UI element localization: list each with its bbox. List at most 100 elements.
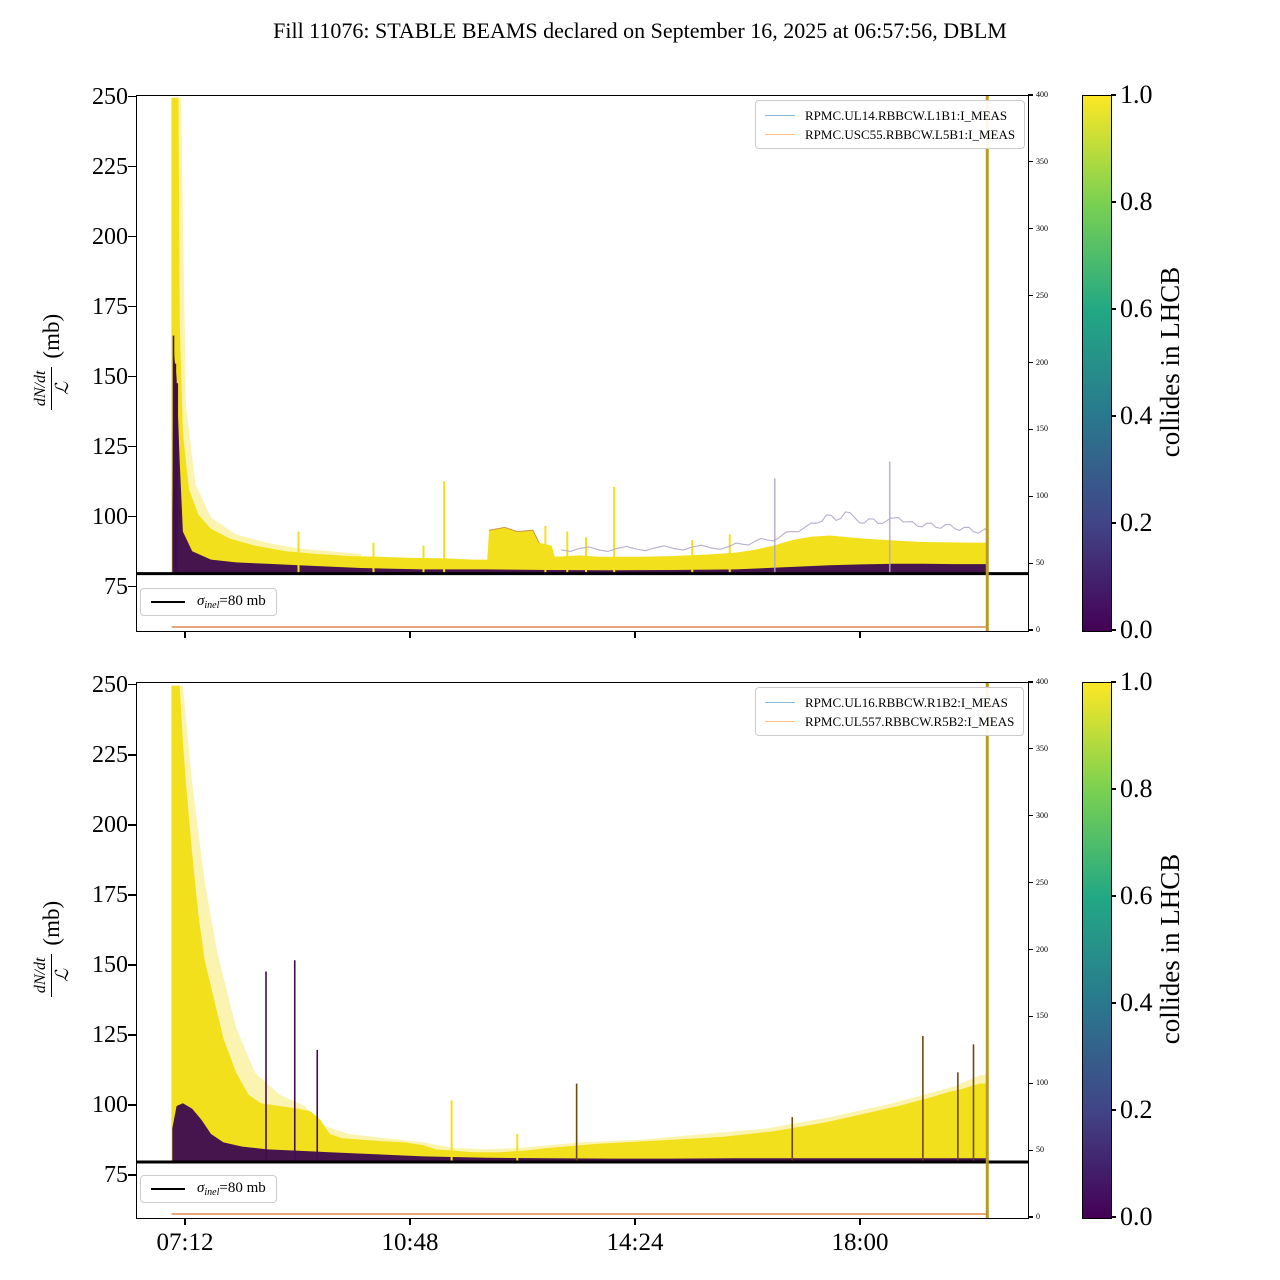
right-tick-label: 50: [1036, 558, 1044, 568]
right-tick-mark: [1028, 562, 1033, 564]
right-tick-label: 200: [1036, 944, 1048, 954]
colorbar-tick-mark: [1111, 629, 1116, 631]
x-tick-mark: [859, 631, 861, 638]
right-tick-label: 250: [1036, 290, 1048, 300]
colorbar-tick-label: 1.0: [1120, 80, 1153, 109]
bottom-sigma-text: σinel=80 mb: [197, 1180, 266, 1198]
colorbar-tick-mark: [1111, 94, 1116, 96]
top-ylabel-numerator: dN/dt: [32, 366, 52, 411]
orange-line-swatch: [765, 721, 795, 722]
colorbar-tick-label: 0.8: [1120, 187, 1153, 216]
right-tick-mark: [1028, 629, 1033, 631]
right-tick-mark: [1028, 882, 1033, 884]
colorbar-tick-mark: [1111, 681, 1116, 683]
y-tick-label: 225: [92, 741, 128, 768]
y-tick-label: 175: [92, 293, 128, 320]
right-tick-label: 0: [1036, 1212, 1040, 1221]
y-tick-label: 150: [92, 363, 128, 390]
y-tick-label: 75: [104, 1161, 128, 1188]
top-sigma-text: σinel=80 mb: [197, 593, 266, 611]
y-tick-label: 250: [92, 671, 128, 698]
y-tick-label: 175: [92, 881, 128, 908]
y-tick-mark: [128, 1104, 136, 1106]
top-colorbar-label-text: collides in LHCB: [1154, 266, 1185, 458]
y-tick-label: 125: [92, 433, 128, 460]
colorbar-tick-label: 0.6: [1120, 294, 1153, 323]
top-plot-area: [136, 95, 1029, 632]
colorbar-tick-mark: [1111, 788, 1116, 790]
colorbar-tick-label: 0.6: [1120, 881, 1153, 910]
blue-line-swatch: [765, 115, 795, 116]
right-tick-label: 250: [1036, 877, 1048, 887]
right-tick-mark: [1028, 361, 1033, 364]
bottom-legend-row-2: RPMC.UL557.RBBCW.R5B2:I_MEAS: [765, 712, 1014, 731]
x-tick-mark: [859, 1218, 861, 1225]
y-tick-mark: [128, 1034, 136, 1036]
colorbar-tick-label: 0.2: [1120, 1095, 1153, 1124]
right-tick-mark: [1028, 94, 1033, 96]
bottom-legend-row-1: RPMC.UL16.RBBCW.R1B2:I_MEAS: [765, 693, 1014, 712]
colorbar-tick-mark: [1111, 308, 1116, 310]
bottom-colorbar-label: collides in LHCB: [1150, 749, 1190, 1149]
right-tick-label: 400: [1036, 90, 1048, 99]
y-tick-label: 150: [92, 951, 128, 978]
colorbar-tick-label: 0.4: [1120, 988, 1153, 1017]
right-tick-mark: [1028, 1149, 1033, 1151]
colorbar-tick-mark: [1111, 522, 1116, 524]
y-tick-mark: [128, 305, 136, 308]
y-tick-mark: [128, 894, 136, 896]
bottom-colorbar-label-text: collides in LHCB: [1154, 853, 1185, 1045]
right-tick-mark: [1028, 295, 1033, 297]
top-legend-row-2: RPMC.USC55.RBBCW.L5B1:I_MEAS: [765, 125, 1015, 144]
top-legend-label-2: RPMC.USC55.RBBCW.L5B1:I_MEAS: [805, 126, 1016, 142]
y-tick-mark: [128, 445, 136, 448]
y-tick-mark: [128, 235, 136, 238]
colorbar-tick-mark: [1111, 1216, 1116, 1218]
bottom-legend-label-2: RPMC.UL557.RBBCW.R5B2:I_MEAS: [805, 713, 1015, 729]
right-tick-label: 400: [1036, 677, 1048, 686]
y-tick-label: 100: [92, 1091, 128, 1118]
bottom-ylabel-numerator: dN/dt: [32, 953, 52, 998]
right-tick-label: 100: [1036, 1078, 1048, 1088]
bottom-plot-area: [136, 682, 1029, 1219]
y-tick-mark: [128, 824, 136, 826]
top-colorbar: [1082, 95, 1112, 632]
colorbar-tick-mark: [1111, 1002, 1116, 1004]
figure-title: Fill 11076: STABLE BEAMS declared on Sep…: [273, 18, 1007, 43]
y-tick-mark: [128, 585, 136, 588]
right-tick-label: 50: [1036, 1145, 1044, 1155]
y-tick-label: 200: [92, 223, 128, 250]
black-line-swatch: [151, 601, 185, 603]
top-plot-canvas: [137, 96, 1028, 631]
colorbar-tick-mark: [1111, 1109, 1116, 1111]
y-tick-mark: [128, 1174, 136, 1176]
right-tick-mark: [1028, 1082, 1033, 1084]
right-tick-label: 150: [1036, 1011, 1048, 1021]
right-tick-mark: [1028, 815, 1033, 817]
top-legend: RPMC.UL14.RBBCW.L1B1:I_MEAS RPMC.USC55.R…: [755, 100, 1026, 149]
x-tick-mark: [409, 1218, 411, 1225]
y-tick-mark: [128, 165, 136, 168]
y-tick-label: 250: [92, 83, 128, 110]
bottom-colorbar: [1082, 682, 1112, 1219]
right-tick-mark: [1028, 1015, 1033, 1017]
y-tick-mark: [128, 964, 136, 966]
y-tick-mark: [128, 375, 136, 378]
y-tick-label: 75: [104, 573, 128, 600]
right-tick-mark: [1028, 495, 1033, 497]
right-tick-label: 0: [1036, 625, 1040, 634]
right-tick-label: 150: [1036, 424, 1048, 434]
x-tick-label: 07:12: [156, 1229, 214, 1256]
bottom-plot-canvas: [137, 683, 1028, 1218]
y-tick-label: 125: [92, 1021, 128, 1048]
right-tick-label: 300: [1036, 223, 1048, 233]
colorbar-tick-mark: [1111, 415, 1116, 417]
colorbar-tick-label: 0.0: [1120, 1202, 1153, 1231]
x-tick-mark: [184, 1218, 186, 1225]
top-colorbar-label: collides in LHCB: [1150, 162, 1190, 562]
black-line-swatch: [151, 1188, 185, 1190]
right-tick-mark: [1028, 228, 1033, 230]
y-tick-label: 225: [92, 153, 128, 180]
y-tick-mark: [128, 684, 136, 686]
